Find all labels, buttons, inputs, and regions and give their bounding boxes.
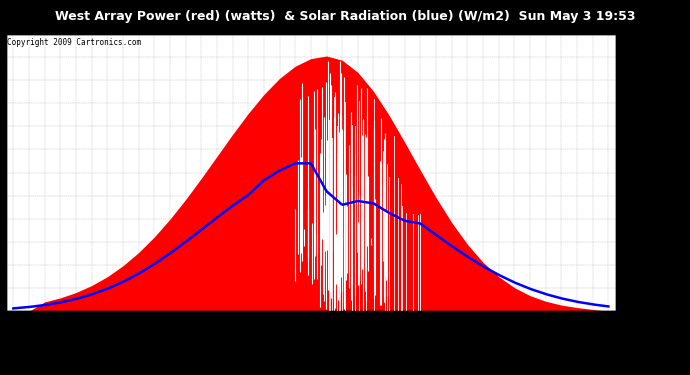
Text: West Array Power (red) (watts)  & Solar Radiation (blue) (W/m2)  Sun May 3 19:53: West Array Power (red) (watts) & Solar R… <box>55 10 635 23</box>
Text: Copyright 2009 Cartronics.com: Copyright 2009 Cartronics.com <box>7 38 141 47</box>
